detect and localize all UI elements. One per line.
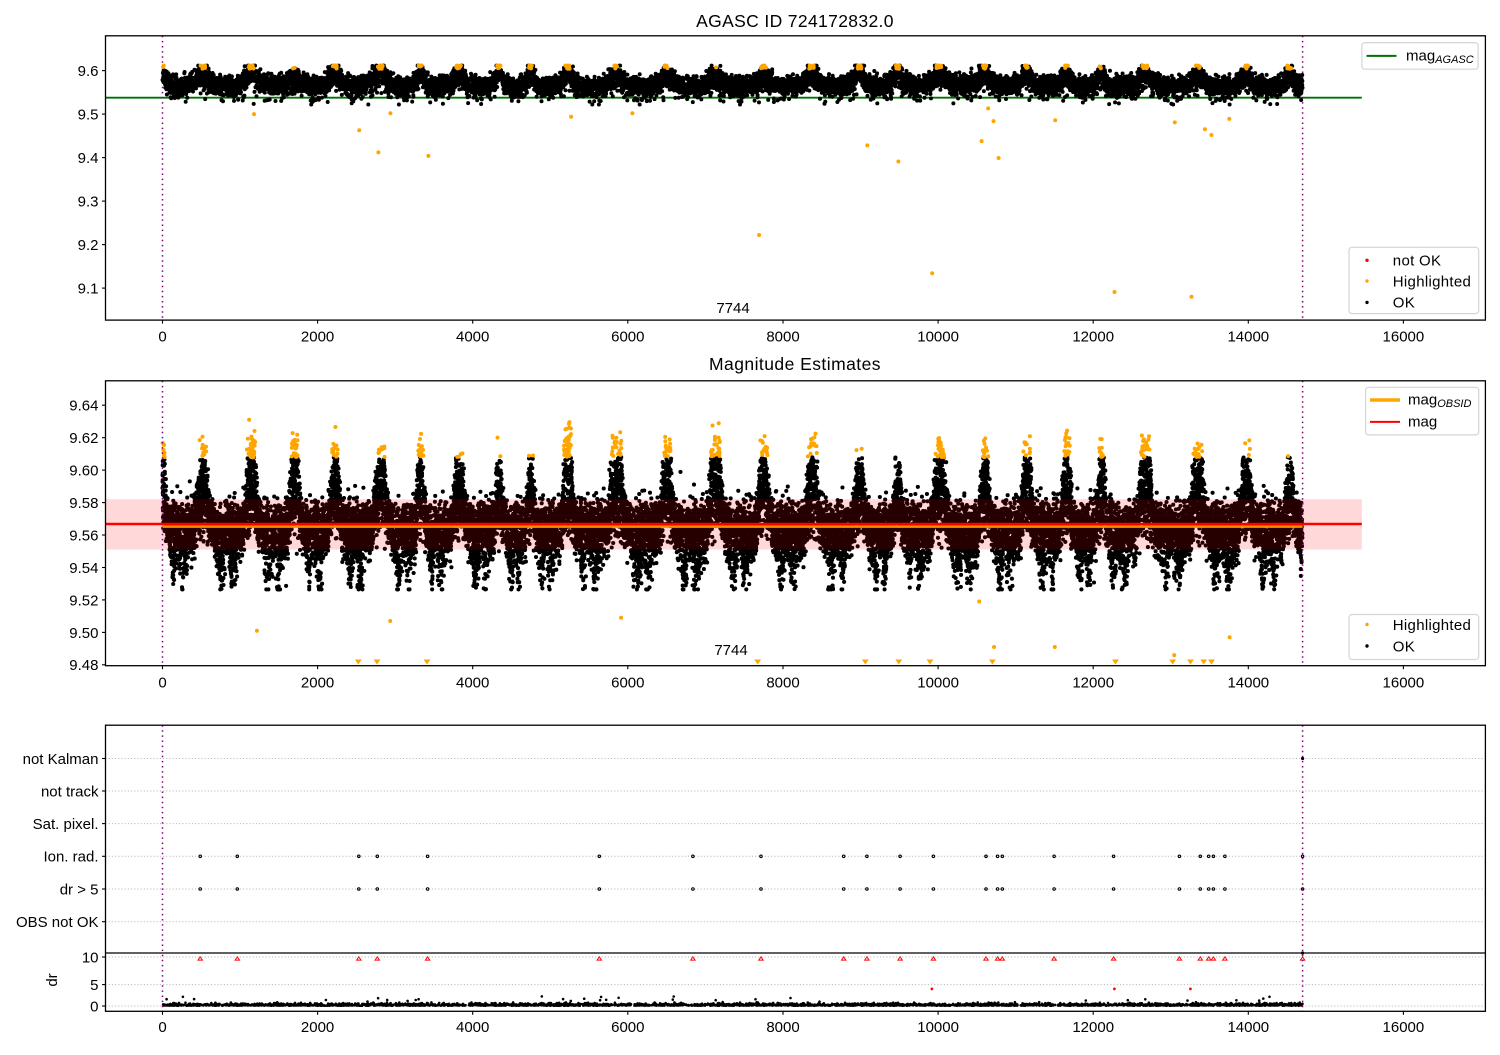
svg-text:12000: 12000 [1072,674,1114,691]
svg-text:9.56: 9.56 [69,527,98,544]
svg-text:0: 0 [158,674,166,691]
svg-text:2000: 2000 [301,1019,334,1036]
svg-text:9.50: 9.50 [69,625,98,642]
svg-text:10: 10 [82,949,99,966]
svg-text:OK: OK [1393,295,1415,312]
svg-text:9.64: 9.64 [69,398,98,415]
svg-text:9.62: 9.62 [69,430,98,447]
svg-text:9.52: 9.52 [69,592,98,609]
svg-text:4000: 4000 [456,1019,489,1036]
svg-text:0: 0 [90,998,98,1015]
svg-text:4000: 4000 [456,674,489,691]
svg-text:Ion. rad.: Ion. rad. [43,849,98,866]
svg-text:5: 5 [90,977,98,994]
svg-text:6000: 6000 [611,674,644,691]
svg-text:7744: 7744 [714,642,747,659]
svg-text:9.58: 9.58 [69,495,98,512]
svg-text:12000: 12000 [1072,329,1114,346]
svg-text:9.48: 9.48 [69,657,98,674]
svg-text:10000: 10000 [917,1019,959,1036]
svg-text:not track: not track [41,783,99,800]
svg-text:16000: 16000 [1383,329,1425,346]
svg-text:6000: 6000 [611,329,644,346]
svg-text:16000: 16000 [1383,674,1425,691]
svg-text:14000: 14000 [1227,329,1269,346]
svg-text:Sat. pixel.: Sat. pixel. [33,816,99,833]
svg-text:Highlighted: Highlighted [1393,617,1471,634]
svg-text:8000: 8000 [766,329,799,346]
svg-text:9.3: 9.3 [78,194,99,211]
svg-text:8000: 8000 [766,674,799,691]
svg-text:14000: 14000 [1227,674,1269,691]
svg-text:12000: 12000 [1072,1019,1114,1036]
svg-text:OBS not OK: OBS not OK [16,914,99,931]
svg-text:9.6: 9.6 [78,63,99,80]
svg-text:not OK: not OK [1393,253,1442,270]
svg-text:9.5: 9.5 [78,107,99,124]
svg-text:10000: 10000 [917,674,959,691]
svg-text:Highlighted: Highlighted [1393,273,1471,290]
svg-text:0: 0 [158,329,166,346]
svg-text:10000: 10000 [917,329,959,346]
svg-text:4000: 4000 [456,329,489,346]
svg-text:14000: 14000 [1227,1019,1269,1036]
svg-text:not Kalman: not Kalman [23,751,99,768]
svg-text:OK: OK [1393,638,1415,655]
svg-text:mag: mag [1408,414,1437,431]
svg-text:2000: 2000 [301,674,334,691]
svg-text:16000: 16000 [1383,1019,1425,1036]
svg-text:8000: 8000 [766,1019,799,1036]
svg-text:0: 0 [158,1019,166,1036]
svg-text:9.1: 9.1 [78,281,99,298]
svg-text:9.60: 9.60 [69,463,98,480]
svg-text:AGASC ID 724172832.0: AGASC ID 724172832.0 [696,11,894,31]
svg-text:Magnitude Estimates: Magnitude Estimates [709,354,881,374]
svg-text:7744: 7744 [716,300,749,317]
svg-text:dr: dr [44,973,61,986]
svg-text:9.4: 9.4 [78,150,99,167]
svg-text:9.2: 9.2 [78,237,99,254]
svg-text:6000: 6000 [611,1019,644,1036]
svg-text:dr > 5: dr > 5 [60,881,99,898]
svg-text:2000: 2000 [301,329,334,346]
svg-text:9.54: 9.54 [69,560,98,577]
